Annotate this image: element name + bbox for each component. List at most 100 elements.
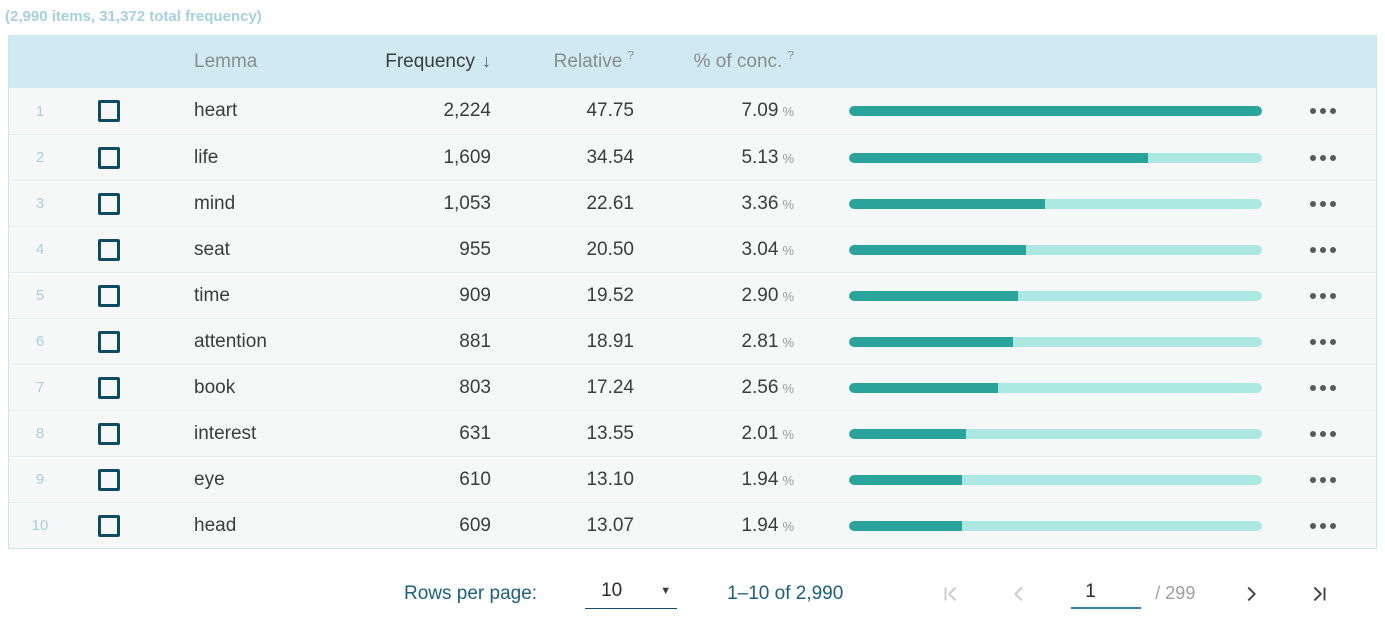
percent-suffix: % [782, 196, 794, 212]
column-header-lemma[interactable]: Lemma [194, 50, 258, 72]
column-header-relative[interactable]: Relative? [497, 51, 642, 73]
conc-cell: 3.36% [642, 193, 802, 215]
row-menu-cell [1270, 287, 1376, 305]
table-row: 9 eye 610 13.10 1.94% [9, 456, 1376, 502]
last-page-icon [1314, 586, 1326, 601]
conc-value: 1.94 [741, 514, 779, 536]
relative-cell: 47.75 [586, 100, 634, 121]
row-checkbox[interactable] [98, 100, 120, 122]
frequency-cell: 955 [459, 238, 491, 260]
row-number: 4 [35, 241, 45, 258]
lemma-cell[interactable]: attention [194, 330, 267, 352]
percent-suffix: % [782, 426, 794, 442]
relative-cell: 13.07 [586, 514, 634, 536]
row-checkbox[interactable] [98, 330, 120, 353]
lemma-cell[interactable]: time [194, 284, 230, 306]
frequency-cell: 881 [459, 330, 491, 352]
frequency-bar-fill [849, 244, 1027, 255]
frequency-bar-fill [849, 382, 999, 393]
conc-cell: 3.04% [642, 239, 802, 261]
conc-value: 2.81 [741, 330, 779, 352]
frequency-bar-fill [849, 520, 963, 531]
conc-cell: 2.90% [642, 285, 802, 307]
ellipsis-menu-icon[interactable] [1306, 517, 1340, 535]
row-checkbox[interactable] [98, 284, 120, 307]
relative-cell: 19.52 [586, 284, 634, 306]
lemma-cell[interactable]: mind [194, 192, 236, 214]
ellipsis-menu-icon[interactable] [1306, 379, 1340, 397]
ellipsis-menu-icon[interactable] [1306, 241, 1340, 259]
frequency-bar-cell [802, 382, 1270, 393]
conc-cell: 2.56% [642, 377, 802, 399]
row-checkbox[interactable] [98, 468, 120, 491]
item-count-status: (2,990 items, 31,372 total frequency) [5, 8, 262, 25]
row-checkbox[interactable] [98, 192, 120, 215]
next-page-button[interactable] [1239, 582, 1263, 606]
conc-value: 2.01 [741, 422, 779, 444]
previous-page-button[interactable] [1007, 582, 1031, 606]
row-menu-cell [1270, 379, 1376, 397]
frequency-bar-cell [802, 428, 1270, 439]
row-range-label: 1–10 of 2,990 [727, 582, 844, 604]
page-number-input[interactable] [1071, 578, 1142, 609]
rows-per-page-select[interactable]: 10 ▼ [585, 578, 678, 609]
first-page-icon [944, 586, 957, 601]
lemma-cell[interactable]: book [194, 376, 236, 398]
lemma-cell[interactable]: seat [194, 238, 230, 260]
ellipsis-menu-icon[interactable] [1306, 102, 1340, 120]
ellipsis-menu-icon[interactable] [1306, 149, 1340, 167]
frequency-bar-fill [849, 474, 963, 485]
row-checkbox[interactable] [98, 376, 120, 399]
frequency-bar-cell [802, 290, 1270, 301]
lemma-cell[interactable]: head [194, 514, 237, 536]
row-checkbox-cell [71, 468, 147, 491]
frequency-cell: 1,053 [443, 192, 491, 214]
table-row: 7 book 803 17.24 2.56% [9, 364, 1376, 410]
frequency-cell: 631 [459, 422, 491, 444]
frequency-bar-track [849, 382, 1262, 393]
row-checkbox-cell [71, 330, 147, 353]
frequency-cell: 803 [459, 376, 491, 398]
lemma-cell[interactable]: eye [194, 468, 225, 490]
column-header-frequency[interactable]: Frequency ↓ [385, 50, 491, 72]
percent-suffix: % [782, 242, 794, 258]
relative-cell: 18.91 [586, 330, 634, 352]
row-menu-cell [1270, 517, 1376, 535]
ellipsis-menu-icon[interactable] [1306, 333, 1340, 351]
ellipsis-menu-icon[interactable] [1306, 287, 1340, 305]
conc-value: 3.04 [741, 238, 779, 260]
table-row: 4 seat 955 20.50 3.04% [9, 226, 1376, 272]
conc-cell: 2.81% [642, 331, 802, 353]
row-checkbox[interactable] [98, 238, 120, 261]
ellipsis-menu-icon[interactable] [1306, 425, 1340, 443]
column-header-conc[interactable]: % of conc.? [642, 51, 802, 73]
ellipsis-menu-icon[interactable] [1306, 195, 1340, 213]
table-body: 1 heart 2,224 47.75 7.09% 2 life 1,609 3… [9, 88, 1376, 548]
row-checkbox[interactable] [98, 146, 120, 169]
percent-suffix: % [782, 150, 794, 166]
ellipsis-menu-icon[interactable] [1306, 471, 1340, 489]
rows-per-page-value: 10 [601, 580, 623, 601]
lemma-cell[interactable]: heart [194, 100, 238, 121]
pagination-footer: Rows per page: 10 ▼ 1–10 of 2,990 / 299 [0, 558, 1385, 629]
help-icon[interactable]: ? [627, 50, 634, 62]
relative-cell: 34.54 [586, 146, 634, 168]
row-checkbox[interactable] [98, 422, 120, 445]
last-page-button[interactable] [1307, 582, 1331, 606]
table-row: 3 mind 1,053 22.61 3.36% [9, 180, 1376, 226]
row-number: 1 [35, 102, 45, 120]
row-menu-cell [1270, 471, 1376, 489]
first-page-button[interactable] [939, 582, 963, 606]
row-checkbox-cell [71, 238, 147, 261]
frequency-bar-track [849, 106, 1262, 116]
help-icon[interactable]: ? [787, 50, 794, 62]
conc-value: 1.94 [741, 468, 779, 490]
row-checkbox[interactable] [98, 514, 120, 537]
pager-controls: / 299 [895, 578, 1331, 609]
percent-suffix: % [782, 334, 794, 350]
row-menu-cell [1270, 241, 1376, 259]
lemma-cell[interactable]: interest [194, 422, 257, 444]
lemma-cell[interactable]: life [194, 146, 219, 168]
conc-cell: 1.94% [642, 469, 802, 491]
frequency-cell: 1,609 [443, 146, 491, 168]
